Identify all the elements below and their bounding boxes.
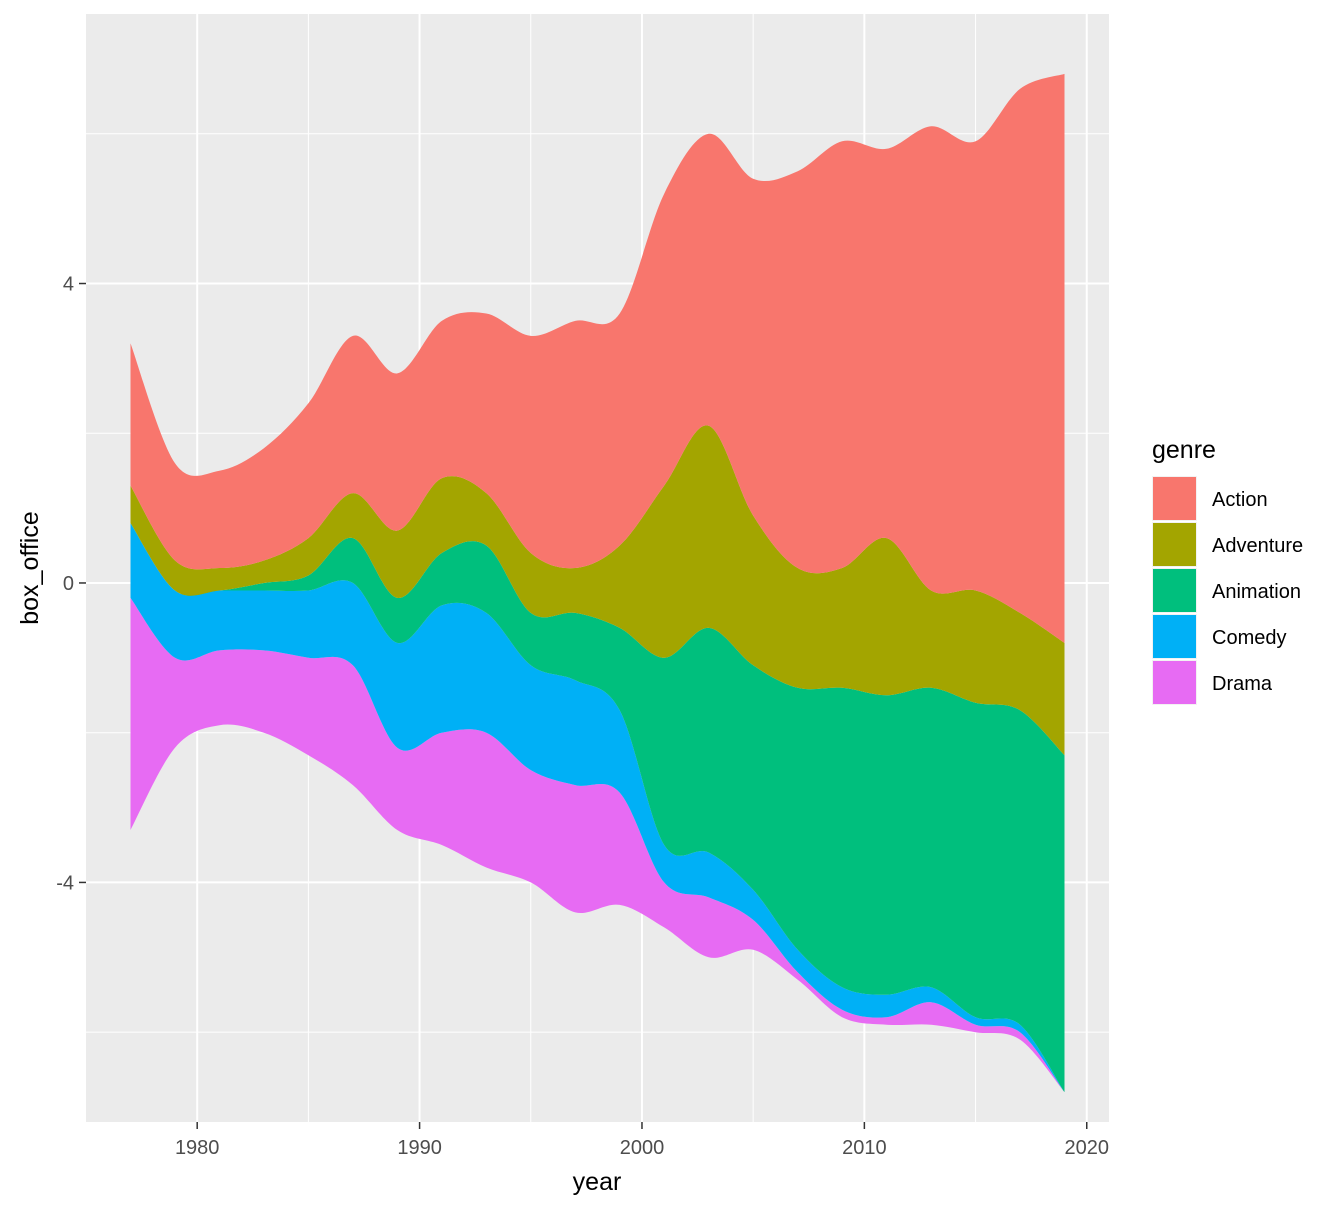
legend-key-comedy bbox=[1153, 615, 1196, 658]
stream-area-adventure bbox=[130, 425, 1065, 756]
legend-key-animation bbox=[1153, 569, 1196, 612]
x-tick-label: 1980 bbox=[175, 1137, 220, 1159]
stream-areas bbox=[130, 73, 1065, 1093]
stream-area-animation bbox=[130, 523, 1065, 1093]
x-tick-label: 2000 bbox=[620, 1137, 665, 1159]
x-axis: 1980 1990 2000 2010 2020 bbox=[175, 1122, 1109, 1159]
legend-key-action bbox=[1153, 477, 1196, 520]
legend-label-action: Action bbox=[1212, 489, 1268, 511]
y-tick-label: 0 bbox=[63, 573, 74, 595]
legend-label-comedy: Comedy bbox=[1212, 627, 1286, 649]
stream-area-drama bbox=[130, 597, 1065, 1093]
y-axis: -4 0 4 bbox=[56, 274, 86, 894]
legend-key-adventure bbox=[1153, 523, 1196, 566]
x-tick-label: 2010 bbox=[842, 1137, 887, 1159]
legend-label-animation: Animation bbox=[1212, 581, 1301, 603]
y-tick-label: 4 bbox=[63, 274, 74, 296]
stream-area-action bbox=[130, 73, 1065, 643]
y-axis-title: box_office bbox=[16, 511, 44, 625]
y-tick-label: -4 bbox=[56, 872, 74, 894]
legend-key-drama bbox=[1153, 661, 1196, 704]
x-tick-label: 1990 bbox=[397, 1137, 442, 1159]
legend-label-adventure: Adventure bbox=[1212, 535, 1303, 557]
legend-title: genre bbox=[1152, 436, 1216, 464]
x-axis-title: year bbox=[573, 1168, 622, 1196]
x-tick-label: 2020 bbox=[1065, 1137, 1110, 1159]
legend-label-drama: Drama bbox=[1212, 673, 1273, 695]
legend: genre Action Adventure Animation Comedy Dram… bbox=[1152, 436, 1303, 705]
stream-area-comedy bbox=[130, 523, 1065, 1093]
